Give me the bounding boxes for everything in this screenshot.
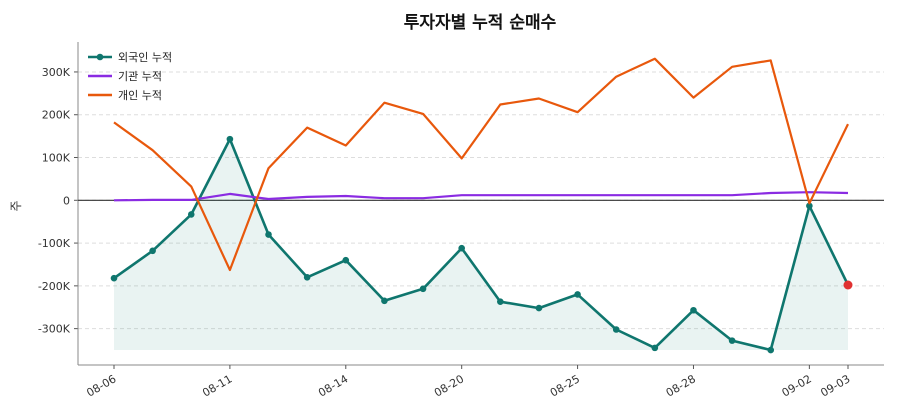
y-tick-label: 100K [42,152,71,165]
data-point [342,256,350,264]
data-point [187,211,195,218]
y-tick-label: -300K [38,323,71,336]
legend-label: 외국인 누적 [118,51,172,64]
series-area-fill [114,139,848,350]
data-point [110,274,118,282]
data-point [612,326,620,333]
data-point [535,304,543,312]
x-tick-label: 08-06 [84,372,118,399]
chart-title: 투자자별 누적 순매수 [404,13,557,33]
legend-marker [96,53,104,61]
legend-label: 개인 누적 [118,89,162,102]
legend-label: 기관 누적 [118,70,162,83]
data-point [149,247,156,255]
data-point [574,291,581,298]
x-tick-label: 08-11 [200,372,234,399]
data-point [690,306,697,314]
data-point [265,231,272,238]
y-tick-label: 0 [63,194,70,207]
data-point [651,344,659,352]
data-point [226,135,234,143]
y-tick-label: -100K [38,237,71,250]
y-tick-label: 300K [42,66,71,79]
data-point [767,346,775,354]
data-point [303,273,311,281]
x-tick-label: 08-14 [316,372,350,399]
series-layer [110,57,853,354]
last-point-marker [843,280,853,290]
y-tick-label: 200K [42,109,71,122]
data-point [497,298,504,305]
series-line [113,57,849,272]
series-line [113,191,849,202]
x-tick-label: 09-03 [818,372,852,399]
x-tick-label: 08-20 [432,372,466,399]
x-tick-label: 08-25 [548,372,582,399]
x-tick-label: 09-02 [780,372,814,399]
y-axis-label: 주 [9,200,23,211]
data-point [728,337,736,344]
data-point [381,297,388,305]
y-tick-label: -200K [38,280,71,293]
x-tick-label: 08-28 [664,372,698,399]
data-point [806,202,813,210]
data-point [458,244,465,252]
series-line [113,137,850,352]
data-point [419,285,427,293]
